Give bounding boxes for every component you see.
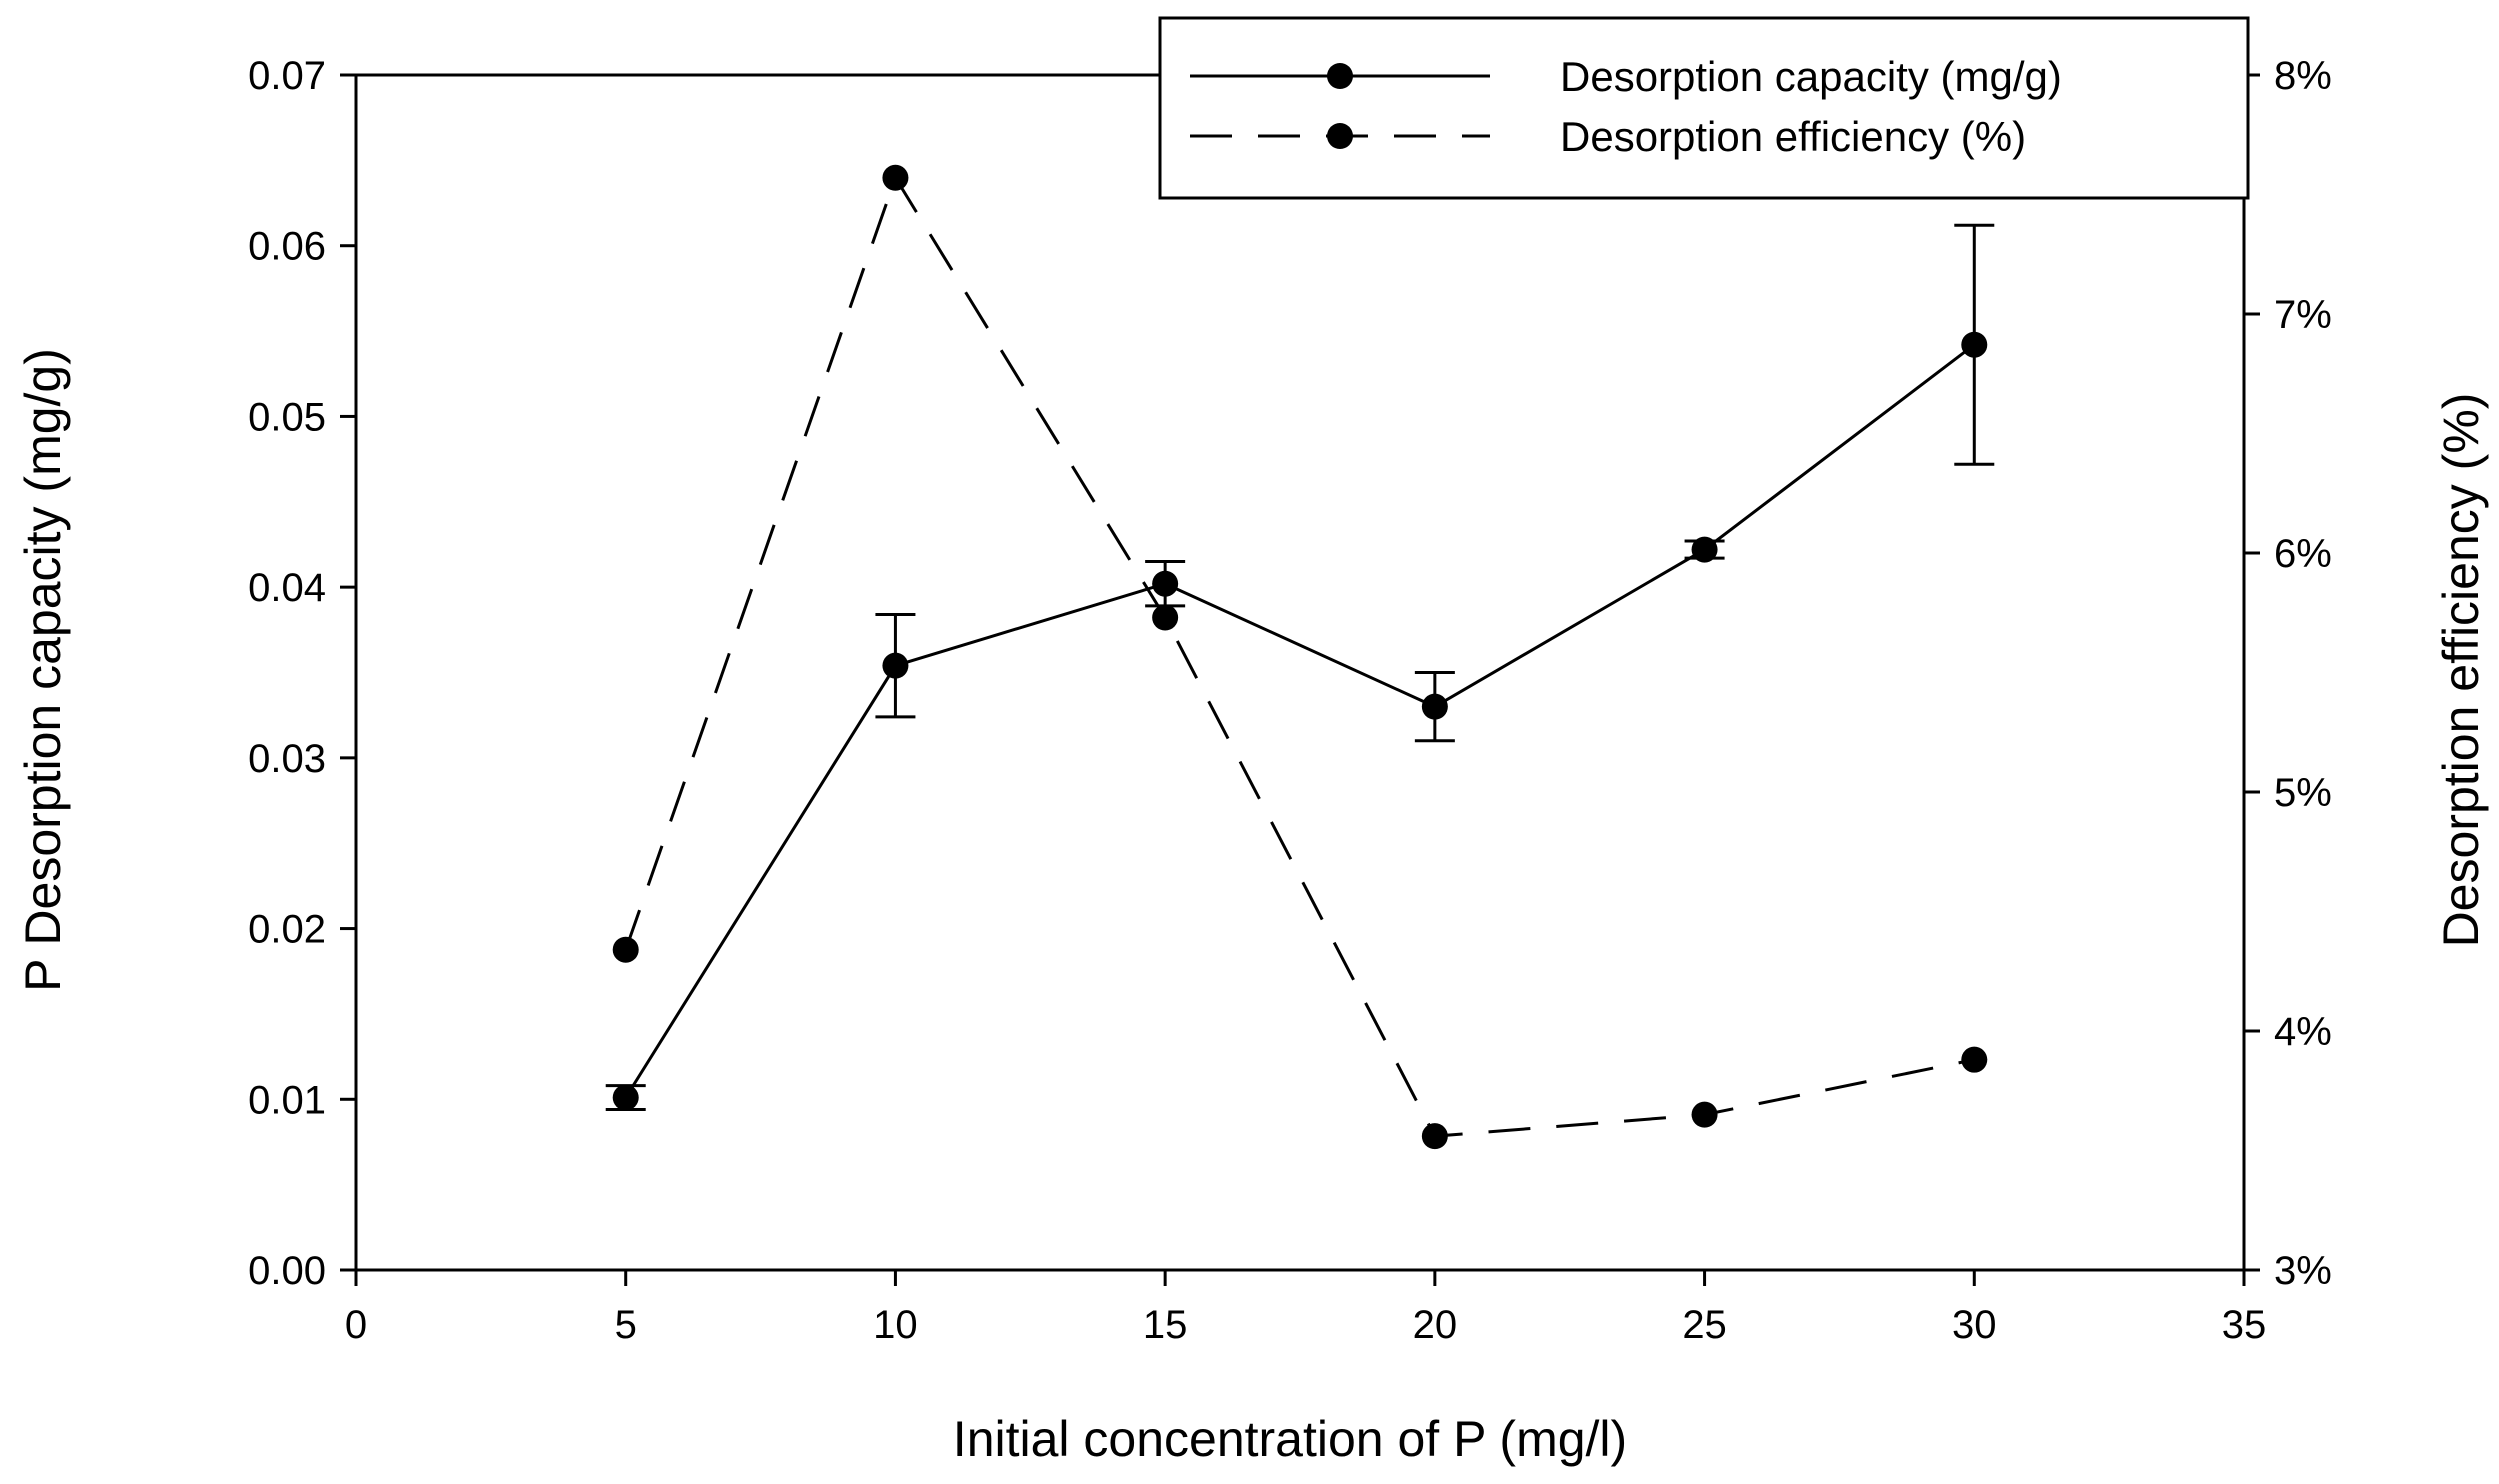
data-point-capacity	[1961, 331, 1988, 358]
y2-tick-label: 3%	[2274, 1249, 2332, 1293]
series-layer	[605, 164, 1995, 1150]
y2-tick-label: 5%	[2274, 771, 2332, 815]
data-point-efficiency	[1961, 1046, 1988, 1073]
x-tick-label: 0	[345, 1303, 367, 1347]
data-point-capacity	[612, 1084, 639, 1111]
x-tick-label: 5	[615, 1303, 637, 1347]
y-tick-label: 0.01	[248, 1078, 326, 1122]
y-tick-label: 0.02	[248, 908, 326, 952]
legend-marker-capacity	[1327, 63, 1353, 89]
x-tick-label: 30	[1952, 1303, 1997, 1347]
plot-frame	[354, 73, 2246, 1272]
legend: Desorption capacity (mg/g) Desorption ef…	[1158, 16, 2250, 200]
y-tick-label: 0.05	[248, 395, 326, 439]
y-tick-label: 0.00	[248, 1249, 326, 1293]
data-point-efficiency	[1691, 1101, 1718, 1128]
data-point-efficiency	[882, 164, 909, 191]
data-point-capacity	[882, 652, 909, 679]
data-point-capacity	[1421, 693, 1448, 720]
y-tick-label: 0.07	[248, 54, 326, 98]
y-tick-label: 0.03	[248, 737, 326, 781]
y2-tick-label: 6%	[2274, 532, 2332, 576]
y-tick-label: 0.06	[248, 225, 326, 269]
y2-tick-label: 7%	[2274, 293, 2332, 337]
y2-axis-ticks: 3% 4% 5% 6% 7% 8%	[2244, 54, 2332, 1293]
series-line-capacity	[624, 343, 1976, 1099]
x-axis-title: Initial concentration of P (mg/l)	[953, 1411, 1627, 1467]
y-tick-label: 0.04	[248, 566, 326, 610]
y2-axis-title: Desorption efficiency (%)	[2433, 393, 2489, 948]
y2-tick-label: 4%	[2274, 1010, 2332, 1054]
data-point-efficiency	[612, 936, 639, 963]
x-tick-label: 10	[873, 1303, 918, 1347]
legend-box	[1158, 16, 2250, 200]
series-capacity	[605, 223, 1995, 1112]
legend-label-capacity: Desorption capacity (mg/g)	[1560, 53, 2062, 100]
data-point-efficiency	[1152, 604, 1179, 631]
x-tick-label: 35	[2222, 1303, 2267, 1347]
series-efficiency	[612, 164, 1988, 1150]
data-point-efficiency	[1421, 1123, 1448, 1150]
x-tick-label: 20	[1413, 1303, 1458, 1347]
y-axis-ticks: 0.00 0.01 0.02 0.03 0.04 0.05 0.06 0.07	[248, 54, 356, 1293]
series-line-efficiency	[624, 174, 1975, 1138]
legend-label-efficiency: Desorption efficiency (%)	[1560, 113, 2026, 160]
y2-tick-label: 8%	[2274, 54, 2332, 98]
legend-marker-efficiency	[1327, 123, 1353, 149]
x-axis-ticks: 0 5 10 15 20 25 30 35	[345, 1270, 2266, 1347]
y-axis-title: P Desorption capacity (mg/g)	[15, 348, 71, 992]
data-point-capacity	[1152, 570, 1179, 597]
x-tick-label: 25	[1682, 1303, 1727, 1347]
data-point-capacity	[1691, 536, 1718, 563]
x-tick-label: 15	[1143, 1303, 1188, 1347]
